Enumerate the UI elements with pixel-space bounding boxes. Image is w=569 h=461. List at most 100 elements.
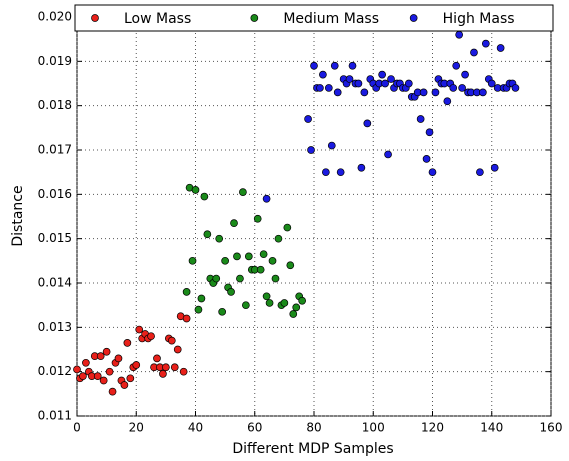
point	[452, 61, 461, 70]
point	[227, 288, 235, 296]
legend-marker	[91, 14, 99, 22]
point	[82, 358, 90, 367]
point	[244, 252, 253, 261]
point	[170, 363, 179, 372]
point	[458, 84, 466, 92]
point	[239, 188, 247, 196]
point	[265, 299, 274, 307]
x-tick-label: 100	[362, 421, 385, 435]
point	[496, 44, 505, 52]
legend-marker	[409, 14, 418, 22]
point	[132, 361, 141, 369]
point	[194, 305, 203, 314]
y-tick-label: 0.014	[38, 276, 72, 290]
point	[147, 332, 155, 341]
point	[191, 186, 200, 194]
point	[310, 61, 318, 70]
point	[280, 299, 289, 307]
x-tick-label: 160	[540, 421, 563, 435]
plot-frame	[76, 16, 552, 417]
point	[203, 230, 212, 239]
point	[461, 70, 469, 79]
y-tick-label: 0.015	[38, 231, 72, 245]
y-tick-label: 0.017	[38, 143, 72, 157]
point	[73, 365, 81, 374]
point	[292, 303, 301, 312]
y-tick-label: 0.011	[38, 409, 72, 423]
x-tick-label: 120	[421, 421, 444, 435]
point	[268, 256, 277, 265]
point	[182, 288, 191, 296]
point	[197, 294, 206, 303]
point	[422, 155, 431, 163]
point	[455, 30, 464, 39]
x-axis-label: Different MDP Samples	[232, 441, 393, 457]
y-tick-label: 0.013	[38, 320, 72, 334]
point	[96, 352, 105, 360]
point	[182, 314, 191, 323]
point	[363, 119, 372, 128]
point	[179, 367, 188, 376]
point	[153, 354, 161, 363]
point	[490, 163, 499, 172]
point	[481, 39, 490, 48]
point	[162, 363, 170, 372]
point	[304, 115, 312, 123]
point	[443, 97, 452, 106]
point	[230, 219, 238, 227]
y-tick-label: 0.018	[38, 98, 72, 112]
legend-label: High Mass	[443, 11, 515, 27]
point	[200, 192, 209, 201]
point	[233, 252, 241, 261]
point	[378, 70, 386, 79]
point	[215, 234, 224, 243]
point	[120, 381, 129, 389]
point	[336, 168, 345, 177]
point	[283, 223, 292, 232]
point	[348, 61, 357, 70]
point	[271, 274, 280, 283]
point	[384, 150, 392, 159]
point	[470, 48, 478, 57]
point	[242, 301, 250, 310]
point	[173, 345, 182, 354]
y-tick-label: 0.019	[38, 54, 72, 68]
point	[253, 214, 262, 223]
x-tick-label: 60	[247, 421, 262, 435]
x-tick-label: 140	[480, 421, 503, 435]
point	[105, 367, 114, 376]
point	[449, 84, 458, 92]
legend-marker	[250, 14, 259, 22]
point	[274, 234, 283, 243]
point	[322, 168, 330, 177]
y-tick-label: 0.016	[38, 187, 72, 201]
point	[126, 374, 135, 383]
x-tick-label: 40	[188, 421, 203, 435]
point	[99, 376, 108, 385]
point	[123, 339, 132, 347]
y-tick-label: 0.012	[38, 364, 72, 378]
point	[357, 163, 366, 172]
point	[428, 168, 437, 177]
point	[307, 146, 315, 154]
point	[476, 168, 484, 177]
point	[511, 84, 520, 92]
x-tick-label: 0	[73, 421, 81, 435]
point	[108, 387, 117, 396]
point	[487, 79, 496, 88]
point	[167, 336, 176, 345]
point	[419, 88, 428, 97]
point	[286, 261, 295, 270]
point	[404, 79, 413, 88]
y-tick-label: 0.020	[38, 10, 72, 24]
point	[218, 307, 227, 316]
point	[431, 88, 440, 97]
point	[212, 274, 221, 283]
point	[327, 141, 336, 150]
point	[319, 70, 327, 79]
point	[360, 88, 369, 97]
point	[316, 84, 324, 92]
point	[93, 372, 102, 380]
legend-label: Medium Mass	[283, 11, 379, 27]
point	[387, 75, 395, 83]
